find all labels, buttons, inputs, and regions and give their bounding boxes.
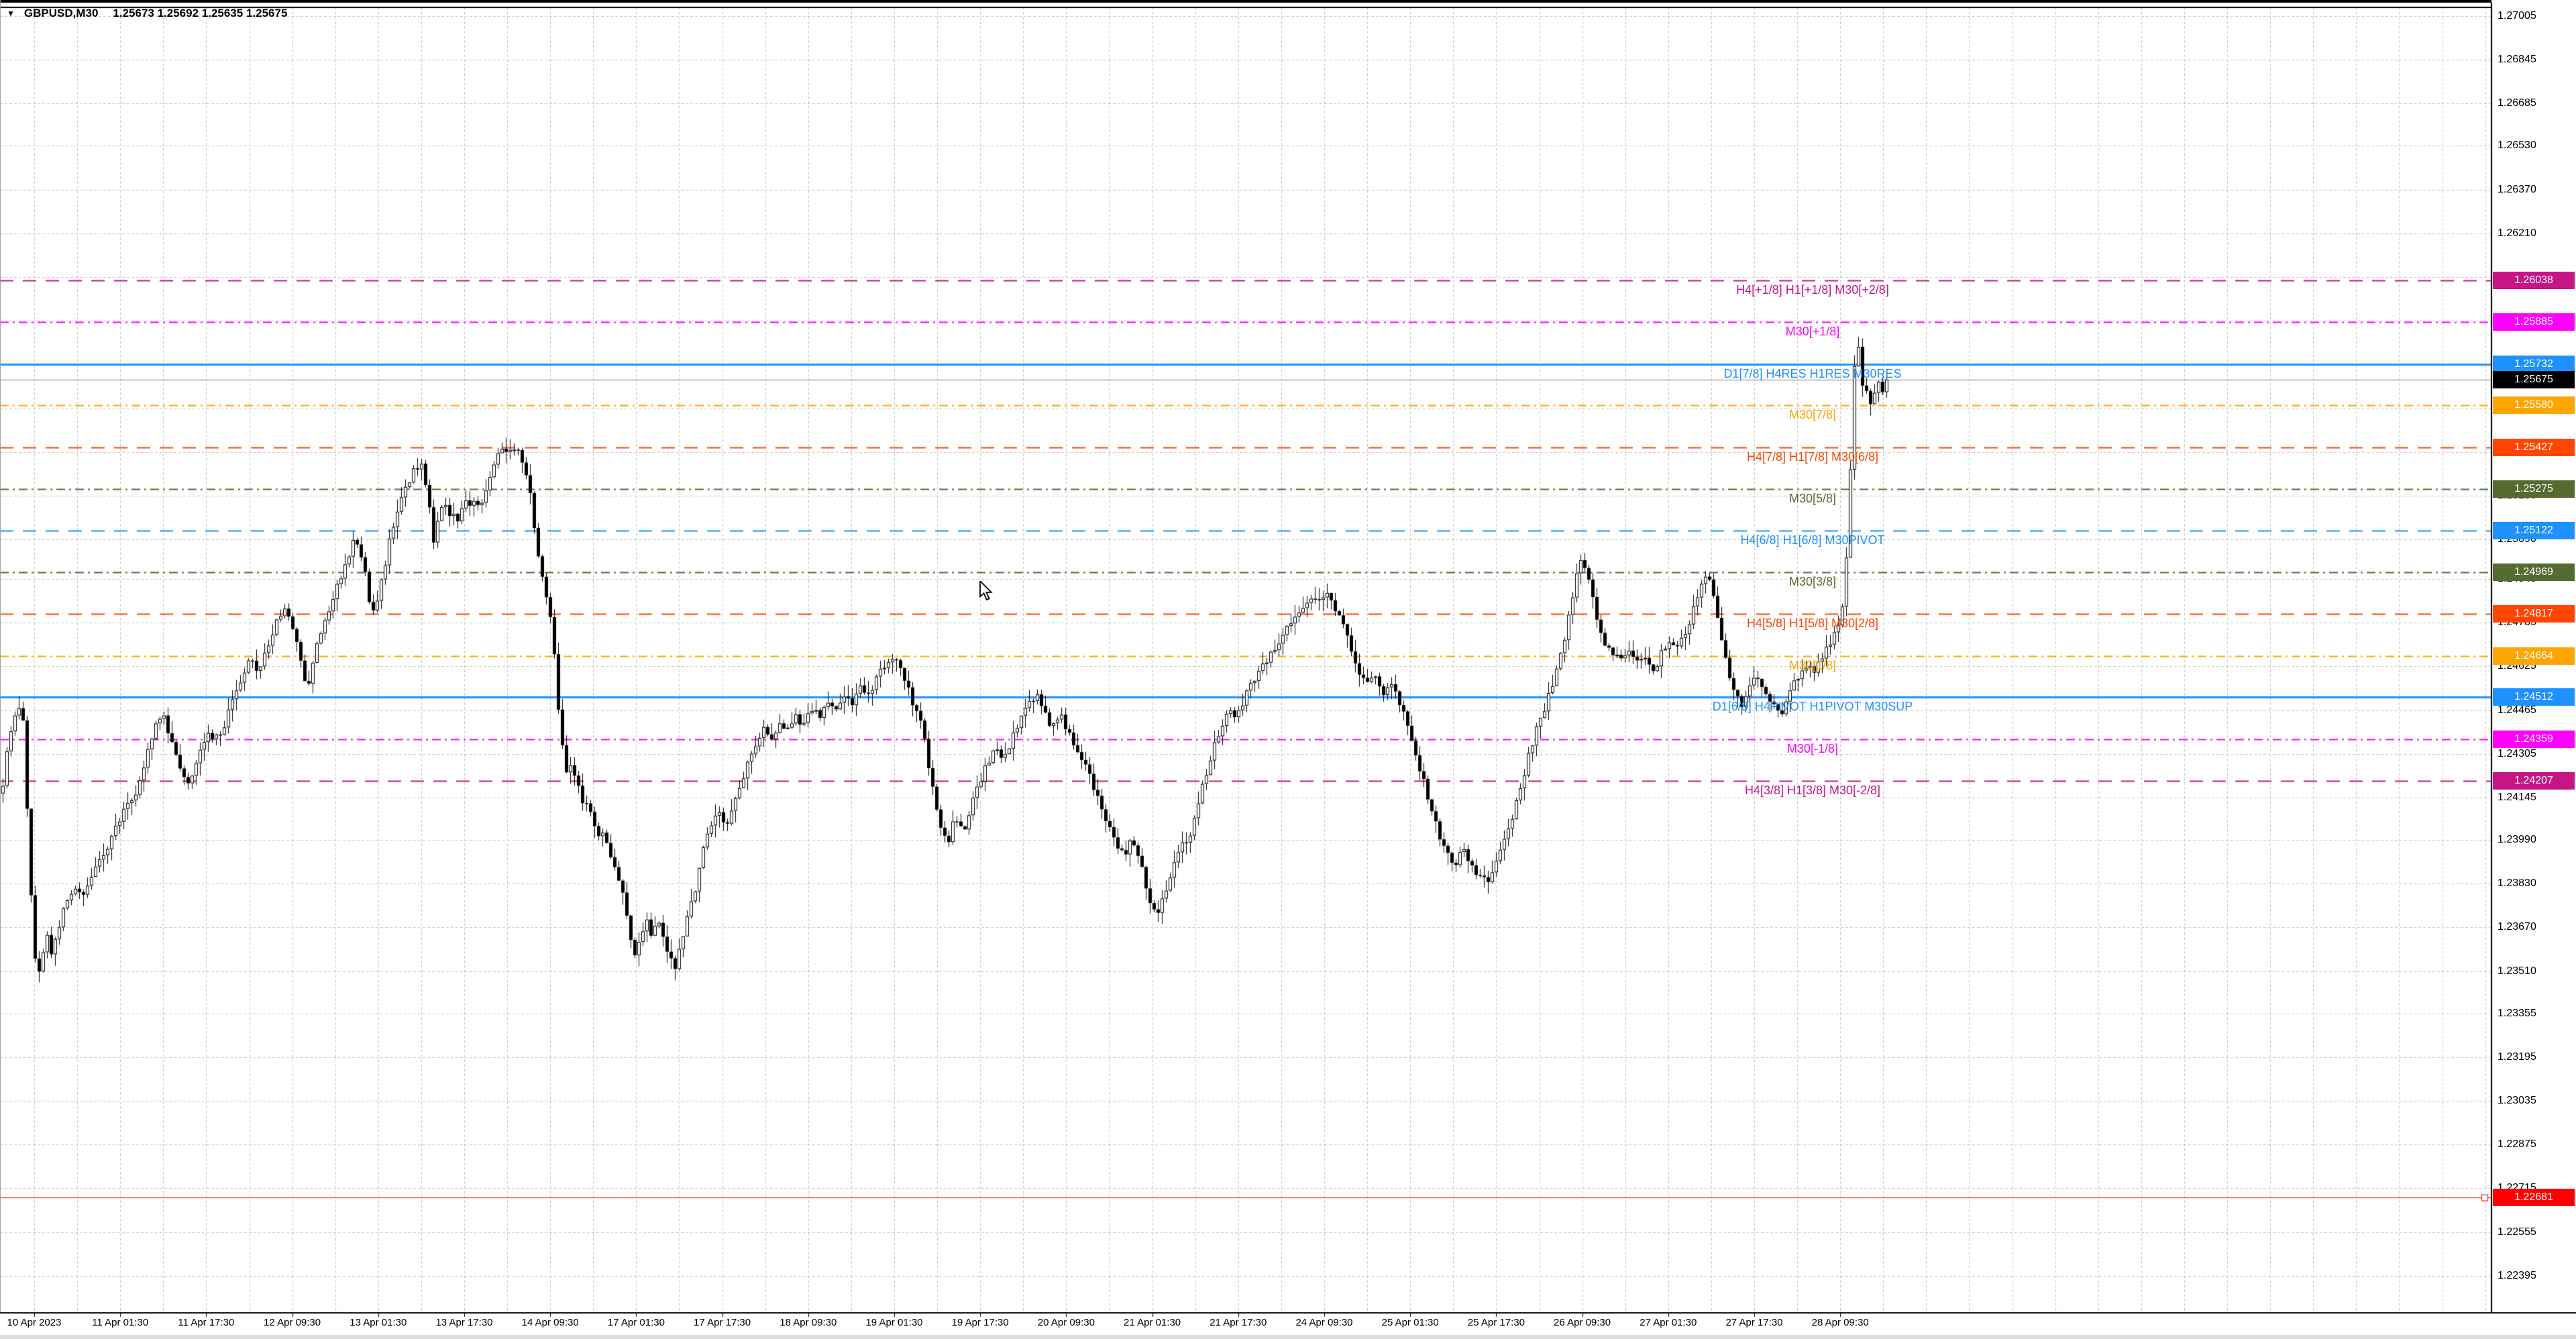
x-axis-time-label: 19 Apr 17:30 (951, 1317, 1009, 1328)
x-axis-time-label: 27 Apr 01:30 (1640, 1317, 1697, 1328)
x-axis-time-label: 21 Apr 01:30 (1124, 1317, 1181, 1328)
x-axis-time-label: 20 Apr 09:30 (1037, 1317, 1095, 1328)
price-level-badge: 1.22681 (2493, 1189, 2575, 1207)
price-level-badge: 1.24207 (2493, 771, 2575, 790)
x-axis-time-label: 27 Apr 17:30 (1725, 1317, 1783, 1328)
symbol-dropdown-icon[interactable]: ▼ (7, 9, 15, 18)
y-axis-tick-label: 1.23990 (2498, 834, 2536, 846)
x-axis-time-label: 14 Apr 09:30 (521, 1317, 579, 1328)
y-axis-tick-label: 1.24145 (2498, 791, 2536, 803)
level-line-label: H4[+1/8] H1[+1/8] M30[+2/8] (1736, 282, 1889, 297)
level-line-label: M30[5/8] (1788, 491, 1837, 505)
level-line-label: M30[-1/8] (1786, 741, 1839, 755)
y-axis-tick-label: 1.26530 (2498, 140, 2536, 152)
price-level-badge: 1.25732 (2493, 355, 2575, 373)
y-axis-tick-label: 1.23035 (2498, 1095, 2536, 1107)
price-level-badge: 1.25427 (2493, 438, 2575, 456)
y-axis-tick-label: 1.22395 (2498, 1269, 2536, 1281)
level-line-label: M30[7/8] (1788, 408, 1837, 422)
mouse-cursor (979, 581, 993, 601)
x-axis-time-label: 12 Apr 09:30 (264, 1317, 321, 1328)
y-axis-tick-label: 1.26685 (2498, 97, 2536, 109)
level-line-label: M30[1/8] (1788, 658, 1837, 672)
y-axis-tick-label: 1.22555 (2498, 1226, 2536, 1238)
price-level-badge: 1.25580 (2493, 396, 2575, 415)
level-line-label: M30[3/8] (1788, 575, 1837, 589)
x-axis-time-label: 21 Apr 17:30 (1210, 1317, 1267, 1328)
price-level-badge: 1.26038 (2493, 271, 2575, 289)
x-axis-time-label: 17 Apr 17:30 (694, 1317, 751, 1328)
price-level-badge: 1.24969 (2493, 564, 2575, 582)
x-axis-time-label: 11 Apr 01:30 (92, 1317, 149, 1328)
price-level-badge: 1.24359 (2493, 730, 2575, 748)
level-line-label: D1[6/8] H4PIVOT H1PIVOT M30SUP (1712, 700, 1913, 714)
y-axis-tick-label: 1.23830 (2498, 877, 2536, 890)
y-axis-tick-label: 1.23195 (2498, 1051, 2536, 1063)
y-axis-tick-label: 1.26845 (2498, 54, 2536, 66)
price-level-badge: 1.25275 (2493, 480, 2575, 498)
y-axis-tick-label: 1.22875 (2498, 1138, 2536, 1150)
x-axis-time-label: 24 Apr 09:30 (1295, 1317, 1353, 1328)
y-axis-tick-label: 1.26210 (2498, 227, 2536, 239)
price-level-badge: 1.24817 (2493, 605, 2575, 623)
level-line-label: H4[6/8] H1[6/8] M30PIVOT (1740, 533, 1885, 547)
price-level-badge: 1.24512 (2493, 688, 2575, 706)
price-level-badge: 1.25122 (2493, 522, 2575, 539)
ohlc-quotes-label: 1.25673 1.25692 1.25635 1.25675 (113, 7, 288, 19)
level-line-label: M30[+1/8] (1785, 325, 1840, 339)
level-line-label: H4[7/8] H1[7/8] M30[6/8] (1746, 449, 1879, 464)
x-axis-time-label: 17 Apr 01:30 (607, 1317, 665, 1328)
level-line-label: D1[7/8] H4RES H1RES M30RES (1723, 366, 1902, 380)
x-axis-time-label: 13 Apr 17:30 (435, 1317, 493, 1328)
price-level-badge: 1.25885 (2493, 313, 2575, 331)
y-axis-tick-label: 1.23670 (2498, 921, 2536, 933)
y-axis-tick-label: 1.23355 (2498, 1007, 2536, 1019)
x-axis-time-label: 19 Apr 01:30 (865, 1317, 923, 1328)
y-axis-tick-label: 1.24465 (2498, 704, 2536, 716)
symbol-timeframe-label: GBPUSD,M30 (23, 7, 99, 19)
x-axis-time-label: 26 Apr 09:30 (1554, 1317, 1611, 1328)
x-axis-time-label: 28 Apr 09:30 (1811, 1317, 1869, 1328)
x-axis-time-label: 11 Apr 17:30 (178, 1317, 235, 1328)
y-axis-tick-label: 1.24305 (2498, 747, 2536, 759)
y-axis-tick-label: 1.27005 (2498, 10, 2536, 21)
x-axis-time-label: 18 Apr 09:30 (780, 1317, 837, 1328)
y-axis-tick-label: 1.26370 (2498, 183, 2536, 195)
x-axis-time-label: 10 Apr 2023 (7, 1317, 62, 1328)
price-level-badge: 1.24664 (2493, 647, 2575, 665)
level-line-label: H4[3/8] H1[3/8] M30[-2/8] (1744, 783, 1881, 797)
x-axis-time-label: 25 Apr 17:30 (1467, 1317, 1525, 1328)
x-axis-time-label: 13 Apr 01:30 (350, 1317, 407, 1328)
chart-title: ▼ GBPUSD,M30 1.25673 1.25692 1.25635 1.2… (7, 7, 287, 20)
x-axis-time-label: 25 Apr 01:30 (1381, 1317, 1439, 1328)
level-line-label: H4[5/8] H1[5/8] M30[2/8] (1746, 617, 1879, 631)
y-axis-tick-label: 1.23510 (2498, 965, 2536, 977)
current-price-badge: 1.25675 (2493, 370, 2575, 388)
